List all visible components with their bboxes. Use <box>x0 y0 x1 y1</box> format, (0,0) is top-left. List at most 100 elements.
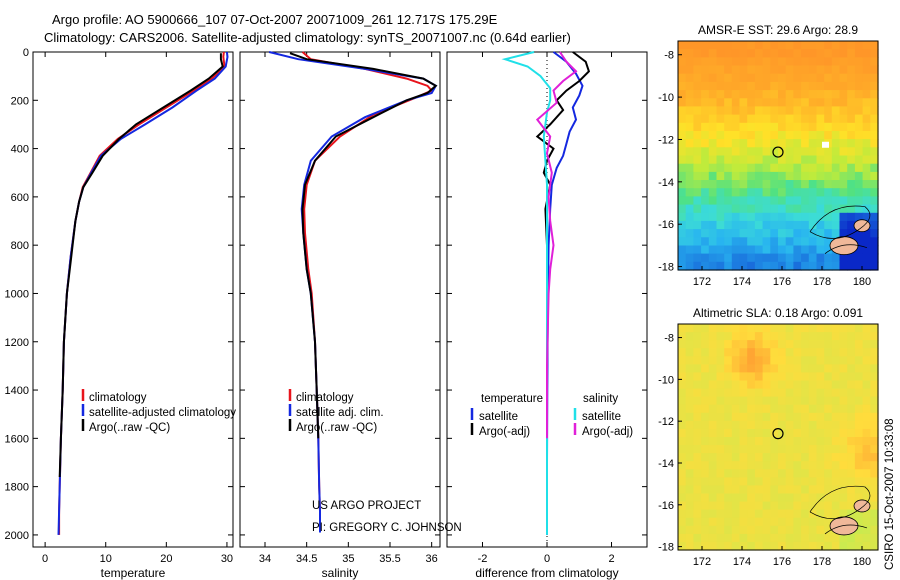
map-cell <box>724 356 733 365</box>
map-cell <box>693 90 702 99</box>
map-cell <box>747 461 756 470</box>
map-cell <box>716 388 725 398</box>
map-cell <box>762 155 771 165</box>
map-cell <box>701 380 710 390</box>
map-cell <box>839 485 848 495</box>
map-cell <box>785 340 794 349</box>
map-cell <box>678 220 687 230</box>
map-cell <box>693 147 702 157</box>
map-cell <box>731 98 741 108</box>
map-cell <box>854 49 864 58</box>
map-cell <box>801 229 810 238</box>
map-cell <box>854 65 864 75</box>
map-cell <box>847 73 856 83</box>
map-cell <box>778 229 787 238</box>
map-cell <box>839 106 848 116</box>
map-cell <box>870 356 879 365</box>
map-cell <box>785 139 794 148</box>
map-cell <box>793 180 802 189</box>
map-cell <box>808 388 818 398</box>
map-cell <box>762 493 771 503</box>
map-cell <box>685 525 694 535</box>
map-cell <box>762 131 771 140</box>
map-cell <box>816 155 825 165</box>
map-cell <box>808 81 818 91</box>
map-cell <box>870 461 879 470</box>
map-cell <box>862 517 871 527</box>
map-cell <box>678 261 687 271</box>
legend-label: Argo(-adj) <box>479 426 530 438</box>
map-cell <box>778 412 787 422</box>
legend-label: satellite adj. clim. <box>296 407 384 419</box>
map-cell <box>808 65 818 75</box>
map-cell <box>854 324 864 333</box>
map-cell <box>816 171 825 181</box>
map-cell <box>716 261 725 271</box>
map-cell <box>862 356 871 365</box>
map-cell <box>816 122 825 132</box>
map-cell <box>678 237 687 247</box>
map-cell <box>724 65 733 75</box>
map-cell <box>708 81 718 91</box>
map-cell <box>716 212 725 222</box>
map-cell <box>770 57 779 67</box>
map-cell <box>870 196 879 206</box>
map-cell <box>824 180 833 189</box>
map-cell <box>724 220 733 230</box>
x-tick-label: 174 <box>733 556 751 568</box>
map-cell <box>808 73 818 83</box>
map-cell <box>701 437 710 446</box>
map-cell <box>801 525 810 535</box>
map-cell <box>754 171 764 181</box>
map-cell <box>801 171 810 181</box>
map-cell <box>716 485 725 495</box>
map-cell <box>816 372 825 382</box>
map-cell <box>716 348 725 357</box>
map-cell <box>793 340 802 349</box>
map-cell <box>708 98 718 108</box>
map-cell <box>785 229 794 238</box>
map-cell <box>785 404 794 414</box>
map-cell <box>747 340 756 349</box>
map-cell <box>862 453 871 462</box>
map-cell <box>678 485 687 495</box>
map-cell <box>793 404 802 414</box>
map-cell <box>716 477 725 487</box>
map-cell <box>678 404 687 414</box>
map-cell <box>754 525 764 535</box>
map-cell <box>778 212 787 222</box>
map-cell <box>685 122 694 132</box>
map-cell <box>716 453 725 462</box>
map-cell <box>785 114 794 124</box>
map-cell <box>778 139 787 148</box>
map-cell <box>685 380 694 390</box>
map-cell <box>716 114 725 124</box>
map-cell <box>870 122 879 132</box>
map-cell <box>816 163 825 173</box>
map-cell <box>739 212 748 222</box>
map-cell <box>847 147 856 157</box>
map-cell <box>816 364 825 374</box>
map-cell <box>847 404 856 414</box>
island-shape <box>853 219 871 233</box>
map-cell <box>693 155 702 165</box>
map-cell <box>793 533 802 543</box>
map-cell <box>816 428 825 438</box>
map-cell <box>801 253 810 263</box>
map-cell <box>854 404 864 414</box>
map-cell <box>808 380 818 390</box>
map-cell <box>708 525 718 535</box>
map-cell <box>839 437 848 446</box>
map-cell <box>793 57 802 67</box>
map-cell <box>824 380 833 390</box>
x-axis-label: temperature <box>101 566 166 580</box>
map-cell <box>724 245 733 255</box>
map-cell <box>716 147 725 157</box>
map-cell <box>847 428 856 438</box>
map-cell <box>762 253 771 263</box>
map-cell <box>801 533 810 543</box>
map-cell <box>701 188 710 197</box>
map-cell <box>693 469 702 478</box>
map-cell <box>816 340 825 349</box>
